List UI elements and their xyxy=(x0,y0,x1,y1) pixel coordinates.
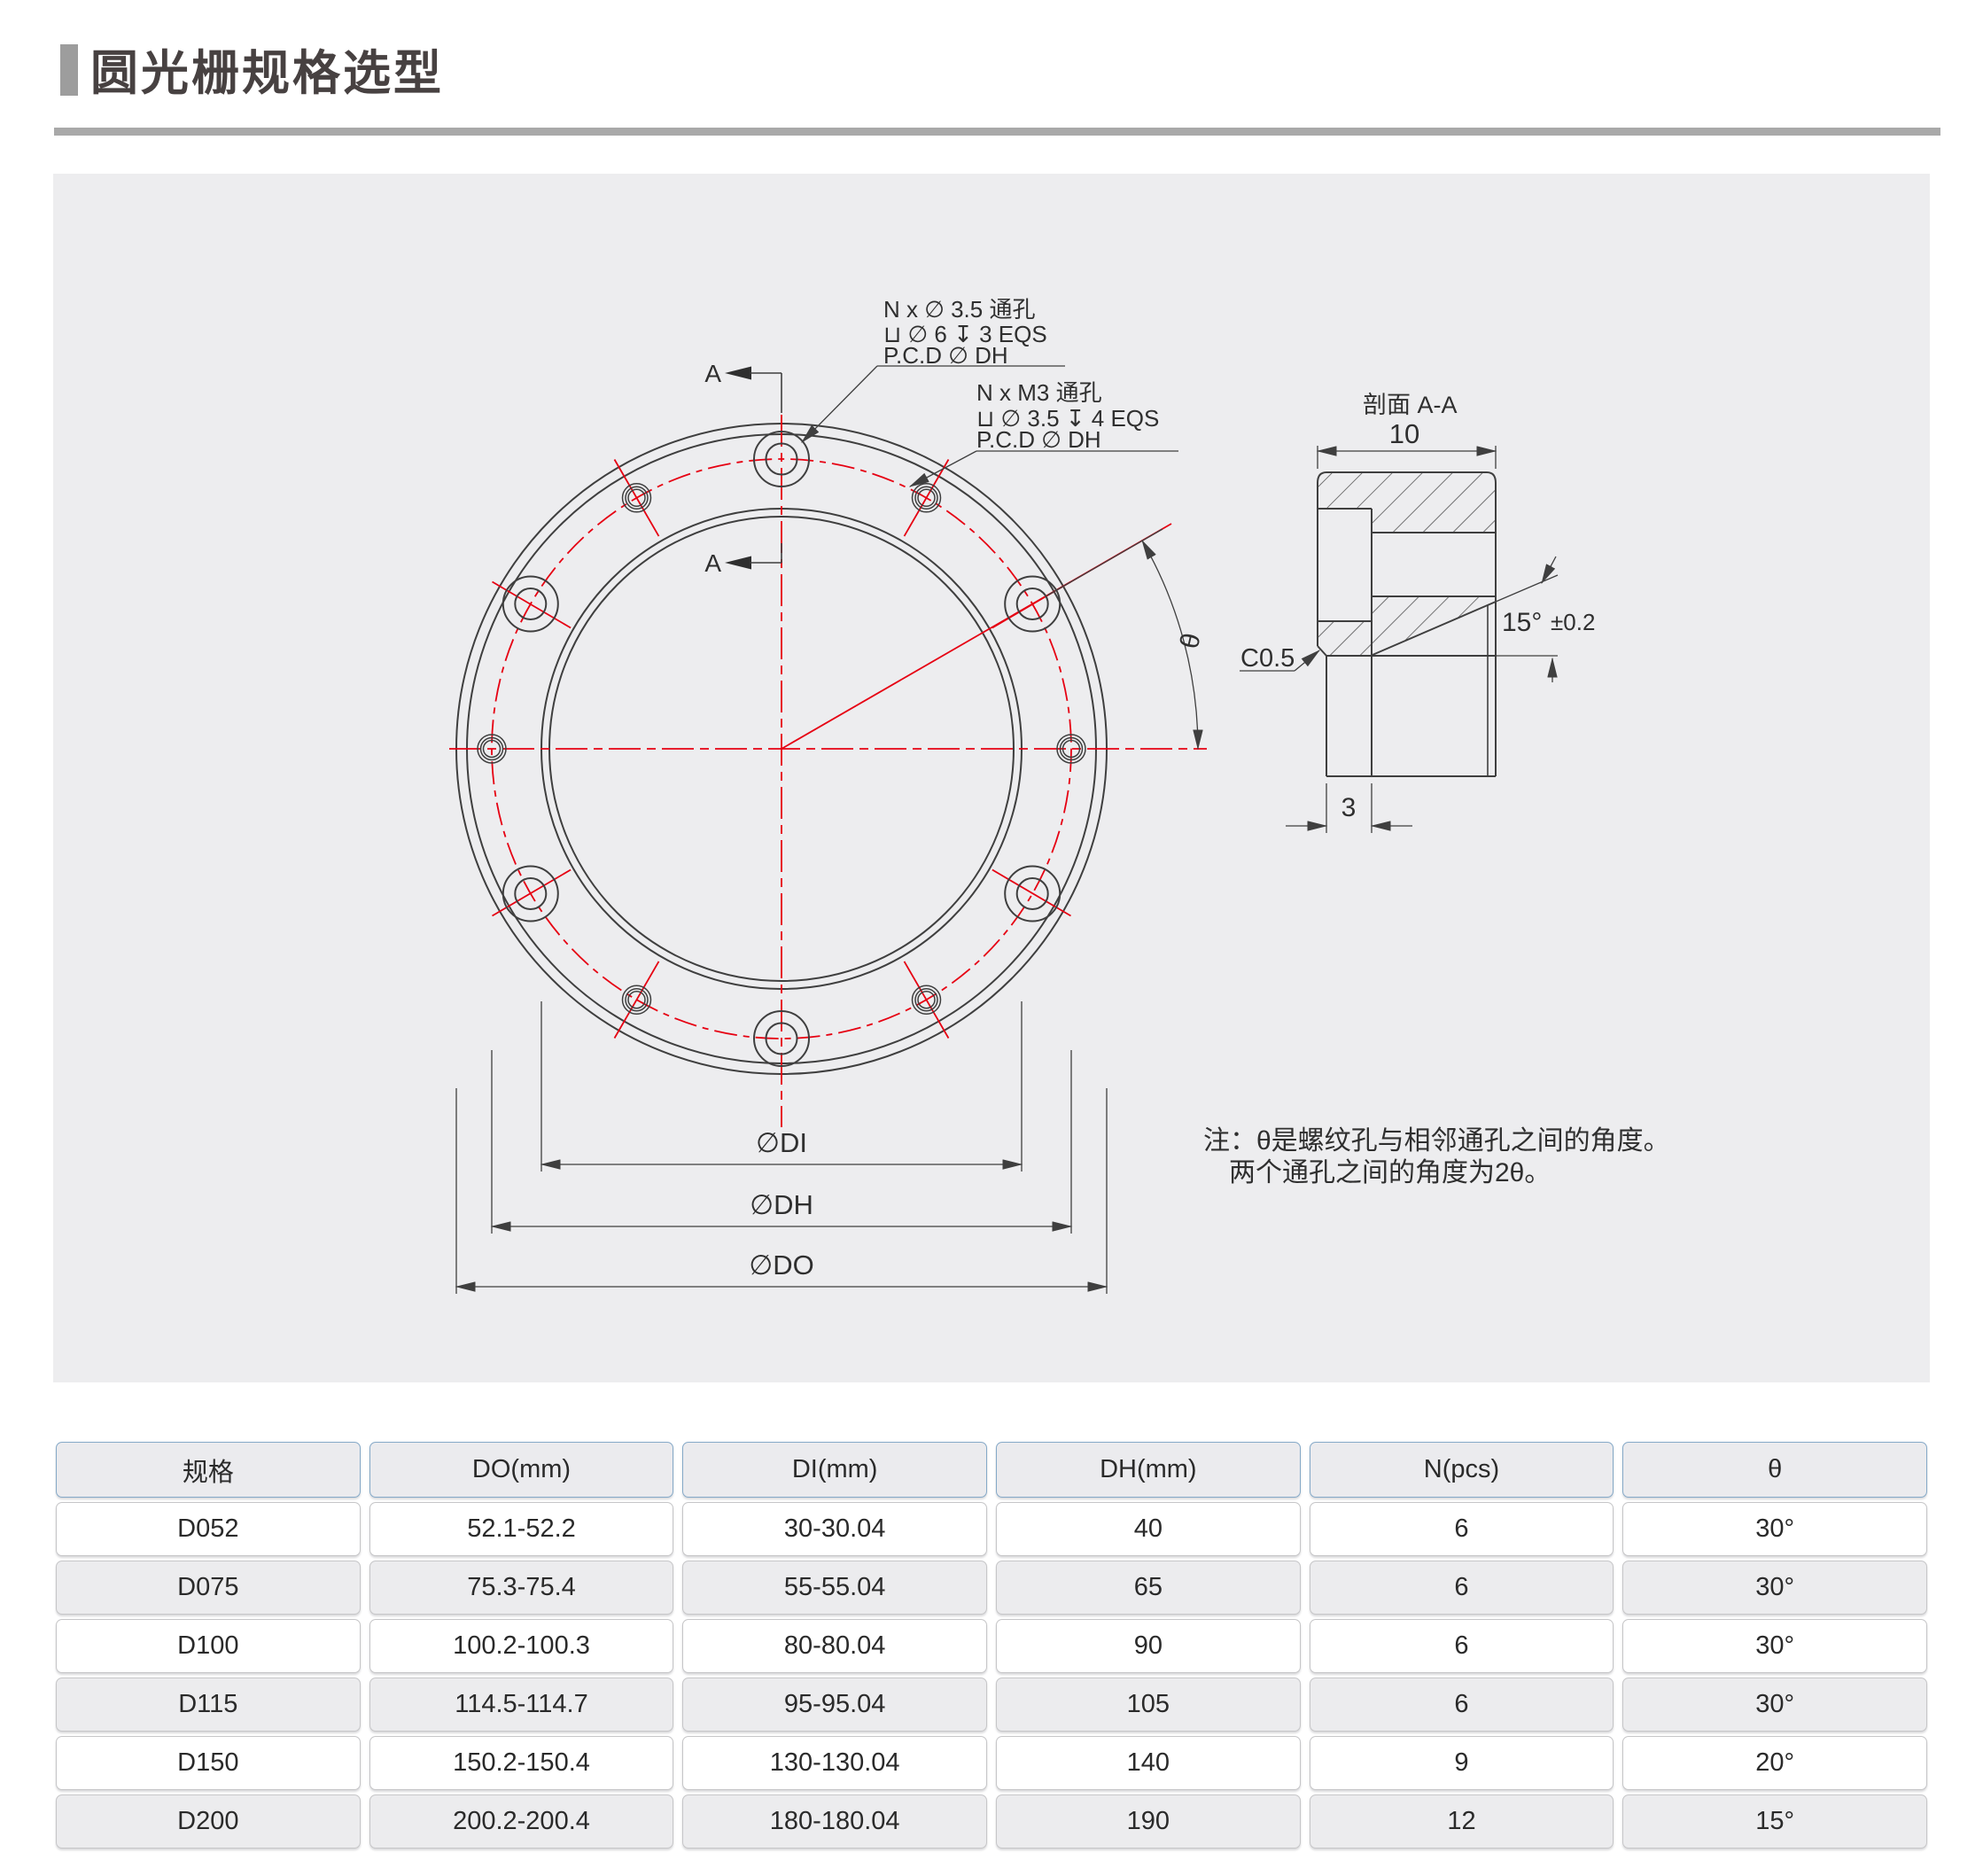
threaded-holes xyxy=(477,483,1086,1015)
section-chamfer-label: C0.5 xyxy=(1240,644,1295,673)
table-cell: 40 xyxy=(995,1502,1301,1556)
table-cell: 55-55.04 xyxy=(682,1561,987,1615)
header-cell: DI(mm) xyxy=(682,1442,987,1498)
table-cell: 15° xyxy=(1622,1794,1927,1849)
table-cell: D200 xyxy=(56,1794,361,1849)
section-marker-bottom: A xyxy=(704,549,721,577)
theta-label: θ xyxy=(1172,630,1204,651)
table-cell: 95-95.04 xyxy=(682,1678,987,1732)
callout-threaded-line1: N x M3 通孔 xyxy=(976,379,1102,406)
table-cell: 80-80.04 xyxy=(682,1619,987,1673)
table-cell: 140 xyxy=(995,1736,1301,1790)
title-rule xyxy=(54,128,1940,136)
table-cell: 105 xyxy=(995,1678,1301,1732)
table-cell: 180-180.04 xyxy=(682,1794,987,1849)
dim-dh-label: ∅DH xyxy=(750,1189,813,1220)
note-line2: 两个通孔之间的角度为2θ。 xyxy=(1229,1158,1551,1187)
table-cell: D100 xyxy=(56,1619,361,1673)
table-cell: 150.2-150.4 xyxy=(369,1736,674,1790)
spec-table: 规格 DO(mm) DI(mm) DH(mm) N(pcs) θ D052 52.1-52.2… xyxy=(56,1442,1927,1849)
section-angle-tolerance: ±0.2 xyxy=(1551,609,1595,635)
callout-threaded-line2: ⊔ ∅ 3.5 ↧ 4 EQS xyxy=(976,405,1159,432)
table-cell: 30° xyxy=(1622,1678,1927,1732)
table-cell: 6 xyxy=(1309,1619,1614,1673)
section-dimensions xyxy=(1240,446,1559,833)
section-view-title: 剖面 A-A xyxy=(1363,392,1458,418)
table-cell: 65 xyxy=(995,1561,1301,1615)
table-cell: 30° xyxy=(1622,1619,1927,1673)
dim-di-label: ∅DI xyxy=(756,1127,807,1158)
table-cell: 9 xyxy=(1309,1736,1614,1790)
technical-drawing-panel: N x ∅ 3.5 通孔 ⊔ ∅ 6 ↧ 3 EQS P.C.D ∅ DH N … xyxy=(53,174,1930,1382)
technical-drawing: N x ∅ 3.5 通孔 ⊔ ∅ 6 ↧ 3 EQS P.C.D ∅ DH N … xyxy=(449,296,1670,1294)
callout-leaders xyxy=(801,365,1178,487)
section-hatch-top xyxy=(1318,472,1496,533)
table-cell: D150 xyxy=(56,1736,361,1790)
note-line1: 注：θ是螺纹孔与相邻通孔之间的角度。 xyxy=(1203,1126,1670,1156)
section-dim-step: 3 xyxy=(1341,793,1357,822)
table-cell: 30° xyxy=(1622,1561,1927,1615)
table-cell: 6 xyxy=(1309,1502,1614,1556)
table-cell: 90 xyxy=(995,1619,1301,1673)
section-cut-markers xyxy=(725,366,782,570)
header-cell: DO(mm) xyxy=(369,1442,674,1498)
table-cell: 75.3-75.4 xyxy=(369,1561,674,1615)
dim-do-label: ∅DO xyxy=(749,1249,814,1281)
table-cell: 30-30.04 xyxy=(682,1502,987,1556)
callout-counterbore-line2: ⊔ ∅ 6 ↧ 3 EQS xyxy=(883,321,1047,347)
header-cell: N(pcs) xyxy=(1309,1442,1614,1498)
table-cell: 52.1-52.2 xyxy=(369,1502,674,1556)
callout-counterbore-line3: P.C.D ∅ DH xyxy=(883,342,1008,369)
table-cell: 30° xyxy=(1622,1502,1927,1556)
table-cell: 6 xyxy=(1309,1561,1614,1615)
table-cell: D115 xyxy=(56,1678,361,1732)
page-title: 圆光栅规格选型 xyxy=(90,47,444,100)
table-cell: 130-130.04 xyxy=(682,1736,987,1790)
section-angle-label: 15° xyxy=(1502,608,1542,637)
counterbore-holes xyxy=(502,431,1061,1067)
table-cell: 20° xyxy=(1622,1736,1927,1790)
flange-front-view xyxy=(449,365,1207,1294)
section-view xyxy=(1240,446,1559,833)
table-cell: 12 xyxy=(1309,1794,1614,1849)
header-cell: θ xyxy=(1622,1442,1927,1498)
header-cell: 规格 xyxy=(56,1442,361,1498)
callout-threaded-line3: P.C.D ∅ DH xyxy=(976,426,1101,453)
table-cell: 114.5-114.7 xyxy=(369,1678,674,1732)
table-cell: 6 xyxy=(1309,1678,1614,1732)
diameter-dimensions xyxy=(455,1001,1108,1294)
theta-dimension xyxy=(1046,528,1203,751)
section-marker-top: A xyxy=(704,360,721,387)
section-hatch-bottom xyxy=(1318,596,1496,655)
table-cell: 200.2-200.4 xyxy=(369,1794,674,1849)
section-dim-width: 10 xyxy=(1389,418,1419,449)
table-cell: 100.2-100.3 xyxy=(369,1619,674,1673)
callout-counterbore-line1: N x ∅ 3.5 通孔 xyxy=(883,296,1035,323)
title-accent-bar xyxy=(60,44,78,96)
table-cell: 190 xyxy=(995,1794,1301,1849)
centerlines xyxy=(449,415,1207,1127)
table-cell: D052 xyxy=(56,1502,361,1556)
table-cell: D075 xyxy=(56,1561,361,1615)
header-cell: DH(mm) xyxy=(995,1442,1301,1498)
